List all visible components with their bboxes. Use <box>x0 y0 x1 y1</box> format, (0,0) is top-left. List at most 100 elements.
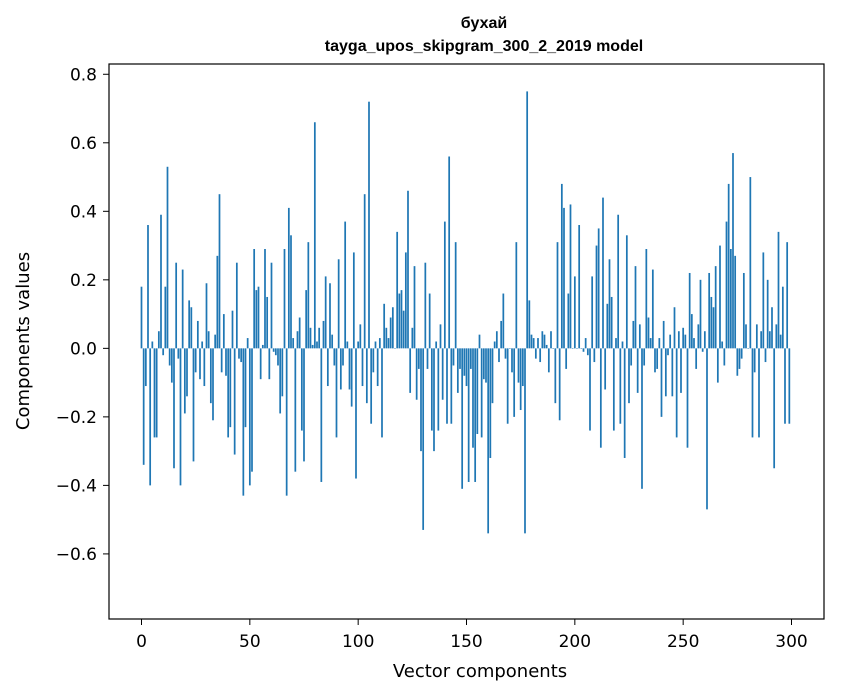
bar <box>196 320 199 349</box>
bar <box>560 183 563 349</box>
bar <box>175 262 178 349</box>
bar <box>660 348 663 417</box>
bar <box>420 348 422 452</box>
bar <box>703 331 706 349</box>
y-tick-label: −0.4 <box>56 476 97 496</box>
bar <box>155 348 158 438</box>
bar <box>151 341 154 349</box>
bar <box>784 348 786 424</box>
bar <box>350 348 353 407</box>
bar <box>391 307 394 349</box>
bar <box>539 348 542 363</box>
y-axis-label: Components values <box>13 252 34 430</box>
bar <box>634 266 637 349</box>
bar <box>194 348 197 373</box>
bar <box>493 341 496 349</box>
bar <box>439 324 442 349</box>
bar <box>244 348 247 428</box>
bar <box>287 207 290 349</box>
bar <box>318 327 321 349</box>
x-tick-label: 200 <box>559 632 591 652</box>
bar <box>504 348 507 359</box>
bar <box>337 259 340 349</box>
x-tick-label: 300 <box>775 632 807 652</box>
bar <box>209 348 212 404</box>
bar <box>266 296 269 349</box>
bar <box>526 91 529 349</box>
bar <box>292 338 295 349</box>
bar <box>177 348 180 359</box>
bar <box>487 348 490 534</box>
bar <box>164 286 167 349</box>
bar <box>775 324 778 349</box>
bar <box>437 348 440 431</box>
bar <box>404 252 407 349</box>
chart-title: бухай <box>461 15 507 32</box>
bar <box>346 341 349 349</box>
bar <box>610 296 613 349</box>
bar <box>753 348 756 373</box>
bar <box>612 348 615 431</box>
y-tick-label: 0.4 <box>70 202 97 222</box>
bar <box>311 344 314 349</box>
bar <box>298 317 301 349</box>
bar <box>534 348 537 359</box>
bar <box>673 307 676 349</box>
bar <box>482 348 485 380</box>
bar <box>762 252 765 349</box>
bar <box>248 348 251 486</box>
bar <box>781 286 784 349</box>
bar <box>485 348 487 383</box>
bar <box>257 286 260 349</box>
bar <box>322 320 325 349</box>
bar <box>242 348 245 496</box>
bar <box>556 242 559 349</box>
bar <box>313 122 316 349</box>
bar <box>305 290 308 349</box>
bar <box>706 348 708 510</box>
bar <box>294 348 297 472</box>
bar <box>571 348 574 349</box>
bar <box>396 231 399 349</box>
bar <box>712 307 715 349</box>
bar <box>738 348 741 369</box>
bar <box>586 348 589 356</box>
y-tick-label: 0.8 <box>70 65 97 85</box>
bar <box>502 293 505 349</box>
bar <box>524 348 526 534</box>
bar <box>259 348 262 380</box>
bar <box>374 341 377 349</box>
bar <box>352 252 355 349</box>
bar <box>636 348 639 393</box>
bar <box>751 348 754 438</box>
bar <box>285 348 288 496</box>
bar <box>324 276 327 349</box>
bar <box>365 348 368 404</box>
plot-frame <box>108 63 825 620</box>
bar <box>372 348 375 373</box>
bar <box>625 235 628 349</box>
bar <box>773 348 776 469</box>
bar <box>283 249 286 349</box>
bar <box>777 231 780 349</box>
bar <box>786 242 789 349</box>
bar <box>604 348 607 390</box>
bar <box>463 348 466 376</box>
bar <box>543 334 546 349</box>
bars-group <box>140 91 791 534</box>
bar <box>272 348 275 352</box>
bar <box>480 348 483 438</box>
bar <box>214 334 217 349</box>
bar <box>489 348 492 458</box>
x-tick-label: 100 <box>342 632 374 652</box>
bar <box>333 348 336 366</box>
bar <box>357 341 360 349</box>
bar <box>645 249 648 349</box>
bar <box>701 348 704 352</box>
bar <box>695 348 698 369</box>
bar <box>415 348 418 400</box>
bar <box>218 194 221 349</box>
bar <box>599 348 602 448</box>
bar <box>459 348 461 369</box>
